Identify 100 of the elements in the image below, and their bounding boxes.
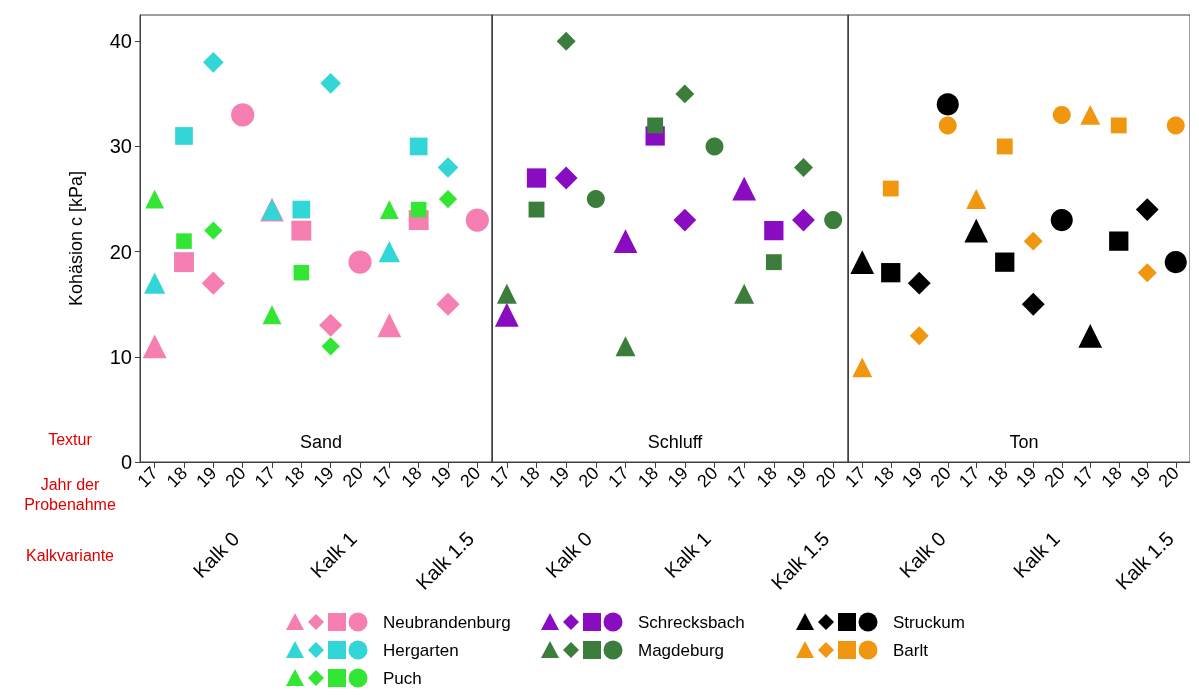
text: Kalk 1 <box>306 527 361 583</box>
point <box>436 292 460 316</box>
y-tick-label: 30 <box>109 135 132 158</box>
legend-label: Schrecksbach <box>638 612 745 632</box>
point <box>1052 105 1071 124</box>
point <box>966 189 987 210</box>
point <box>526 168 547 188</box>
point <box>378 240 400 263</box>
x-tick-label: 20 <box>1040 462 1069 492</box>
point <box>613 229 638 254</box>
point <box>175 127 193 145</box>
text: Sand <box>299 432 343 452</box>
x-tick-label: 17 <box>604 462 633 492</box>
point <box>852 357 873 378</box>
point <box>348 250 372 274</box>
legend-label: Magdeburg <box>638 640 725 660</box>
x-tick-label: 20 <box>1154 462 1183 492</box>
point <box>964 218 989 243</box>
x-tick-label: 19 <box>544 462 574 492</box>
text: Kalk 1 <box>660 527 715 583</box>
point <box>379 200 399 219</box>
text: Schluff <box>647 432 704 452</box>
x-tick-label: 20 <box>574 462 603 492</box>
point <box>554 166 578 190</box>
point <box>938 116 957 135</box>
legend-label: Barlt <box>893 640 929 660</box>
text: Kalk 1 <box>1009 527 1064 583</box>
point <box>1135 198 1159 221</box>
point <box>850 250 875 275</box>
point <box>201 271 225 295</box>
point <box>556 31 576 51</box>
point <box>1110 117 1127 134</box>
point <box>145 189 165 209</box>
x-tick-label: 20 <box>926 462 955 492</box>
point <box>1080 104 1101 125</box>
x-tick-label: 18 <box>397 462 426 492</box>
x-tick-label: 20 <box>456 462 485 492</box>
point <box>734 283 755 304</box>
point <box>496 283 517 304</box>
x-tick-label: 19 <box>1012 462 1041 492</box>
point <box>647 117 664 134</box>
text: Kalk 0 <box>895 527 950 583</box>
point <box>881 263 901 283</box>
text: Kalk 1.5 <box>411 527 479 594</box>
point <box>1050 209 1073 232</box>
x-tick-label: 17 <box>722 462 752 492</box>
point <box>465 208 489 232</box>
x-tick-label: 18 <box>280 462 309 492</box>
point <box>377 313 402 338</box>
x-tick-label: 18 <box>633 462 663 492</box>
point <box>1078 323 1103 348</box>
x-tick-label: 18 <box>752 462 781 492</box>
y-tick-label: 40 <box>109 30 132 53</box>
point <box>231 103 255 127</box>
x-tick-label: 20 <box>221 462 250 492</box>
x-tick-label: 19 <box>663 462 692 492</box>
y-tick-label: 20 <box>109 240 132 263</box>
point <box>293 264 310 281</box>
point <box>1023 231 1043 251</box>
point <box>174 252 194 273</box>
x-tick-label: 18 <box>1097 462 1126 492</box>
point <box>996 138 1013 155</box>
point <box>765 254 782 271</box>
point <box>409 137 428 156</box>
text: Kalk 0 <box>188 527 244 583</box>
point <box>144 272 166 294</box>
point <box>675 84 695 104</box>
point <box>142 334 167 359</box>
point <box>1164 251 1187 274</box>
y-tick-label: 10 <box>109 345 132 368</box>
point <box>494 302 519 327</box>
point <box>824 211 843 230</box>
text: Kalkvariante <box>24 546 115 566</box>
point <box>321 337 340 356</box>
x-tick-label: 20 <box>693 462 722 492</box>
x-tick-label: 19 <box>898 462 927 492</box>
point <box>907 271 931 295</box>
point <box>909 326 929 346</box>
point <box>202 51 224 73</box>
x-tick-label: 20 <box>811 462 841 492</box>
point <box>528 201 545 218</box>
x-tick-label: 19 <box>309 462 338 492</box>
point <box>320 73 342 94</box>
point <box>204 221 223 240</box>
text: Ton <box>1009 432 1039 452</box>
point <box>882 180 899 197</box>
point <box>1137 263 1157 283</box>
legend-label: Hergarten <box>383 640 459 660</box>
x-tick-label: 18 <box>162 462 192 492</box>
point <box>292 200 311 219</box>
point <box>936 93 959 116</box>
x-tick-label: 17 <box>485 462 514 492</box>
text: Kalk 1.5 <box>766 527 834 594</box>
x-tick-label: 17 <box>1069 462 1098 492</box>
point <box>438 189 458 209</box>
point <box>732 176 757 201</box>
point <box>262 305 282 325</box>
point <box>1109 231 1129 251</box>
text: Jahr der Probenahme <box>23 475 117 515</box>
x-tick-label: 19 <box>1126 462 1155 492</box>
